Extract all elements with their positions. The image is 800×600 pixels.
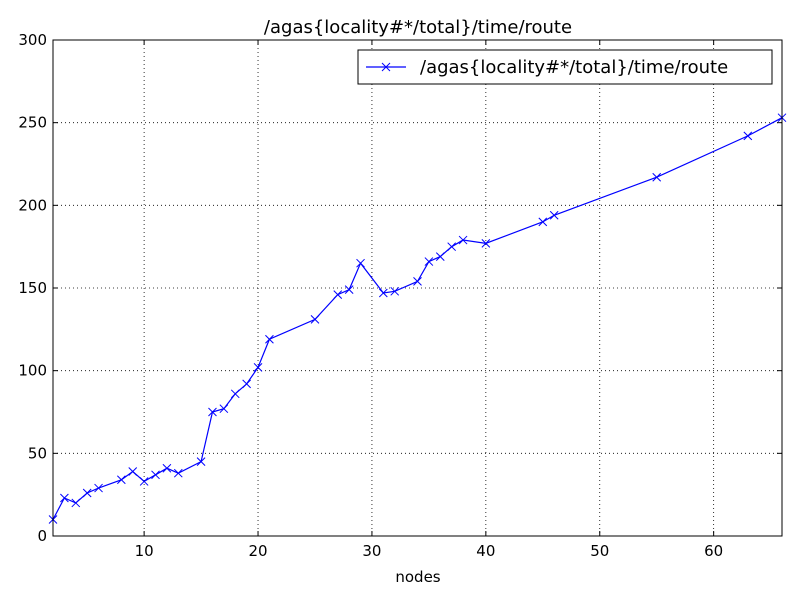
marker-stroke — [116, 475, 126, 485]
chart-title: /agas{locality#*/total}/time/route — [264, 17, 572, 38]
data-point-marker — [458, 235, 468, 245]
data-point-marker — [310, 315, 320, 324]
axis-ticks: 10 20 30 40 50 60 0 50 100 150 200 250 300 — [18, 31, 783, 560]
marker-stroke — [458, 235, 468, 245]
marker-stroke — [538, 217, 548, 227]
data-point-marker — [162, 463, 172, 473]
x-tick-label: 10 — [135, 542, 154, 560]
marker-stroke — [173, 468, 183, 478]
marker-stroke — [151, 470, 160, 480]
y-tick-label: 100 — [18, 362, 47, 380]
y-tick-label: 200 — [18, 196, 47, 214]
x-tick-label: 50 — [590, 542, 609, 560]
data-point-marker — [424, 257, 434, 266]
marker-stroke — [196, 457, 206, 466]
x-tick-label: 20 — [248, 542, 267, 560]
y-tick-label: 150 — [18, 279, 47, 297]
marker-stroke — [344, 285, 354, 295]
marker-stroke — [60, 493, 69, 503]
data-point-marker — [253, 363, 263, 372]
data-point-marker — [139, 477, 149, 486]
marker-stroke — [390, 286, 400, 296]
data-point-marker — [71, 498, 81, 508]
marker-stroke — [447, 242, 457, 252]
x-tick-label: 30 — [362, 542, 381, 560]
marker-stroke — [94, 483, 103, 493]
data-point-marker — [94, 483, 103, 493]
data-point-marker — [481, 239, 491, 248]
marker-stroke — [242, 379, 251, 389]
marker-stroke — [413, 277, 422, 286]
marker-stroke — [481, 239, 491, 248]
legend-marker-stroke — [381, 62, 391, 72]
marker-stroke — [82, 488, 92, 498]
data-point-marker — [538, 217, 548, 227]
marker-stroke — [310, 315, 320, 324]
y-tick-label: 0 — [37, 527, 47, 545]
data-point-marker — [60, 493, 69, 503]
data-point-marker — [196, 457, 206, 466]
data-point-marker — [116, 475, 126, 485]
legend-series-label: /agas{locality#*/total}/time/route — [420, 57, 728, 78]
data-point-marker — [356, 258, 365, 268]
data-point-marker — [333, 290, 343, 299]
data-point-marker — [128, 467, 138, 476]
data-point-marker — [265, 334, 274, 344]
x-tick-label: 60 — [704, 542, 723, 560]
data-point-marker — [413, 277, 422, 286]
marker-stroke — [265, 334, 274, 344]
grid — [53, 40, 782, 536]
marker-stroke — [219, 404, 229, 414]
legend-series-marker — [366, 62, 406, 72]
marker-stroke — [71, 498, 81, 508]
data-point-marker — [652, 172, 662, 182]
data-point-marker — [344, 285, 354, 295]
series-layer — [48, 113, 787, 524]
data-point-marker — [219, 404, 229, 414]
data-point-marker — [743, 131, 753, 141]
data-point-marker — [151, 470, 160, 480]
data-point-marker — [549, 210, 559, 220]
data-point-marker — [230, 389, 240, 399]
marker-stroke — [208, 407, 217, 417]
marker-stroke — [378, 288, 388, 298]
marker-stroke — [356, 258, 365, 268]
legend-box — [357, 49, 773, 85]
marker-stroke — [162, 463, 172, 473]
data-point-marker — [208, 407, 217, 417]
marker-stroke — [128, 467, 138, 476]
data-point-marker — [242, 379, 251, 389]
x-axis-label: nodes — [395, 568, 440, 586]
marker-stroke — [424, 257, 434, 266]
data-point-marker — [447, 242, 457, 252]
marker-stroke — [652, 172, 662, 182]
data-point-marker — [435, 252, 445, 261]
marker-stroke — [333, 290, 343, 299]
x-tick-label: 40 — [476, 542, 495, 560]
marker-stroke — [435, 252, 445, 261]
y-tick-label: 300 — [18, 31, 47, 49]
data-point-marker — [173, 468, 183, 478]
data-point-marker — [390, 286, 400, 296]
marker-stroke — [253, 363, 263, 372]
legend: /agas{locality#*/total}/time/route — [357, 49, 773, 85]
marker-stroke — [139, 477, 149, 486]
marker-stroke — [549, 210, 559, 220]
marker-stroke — [230, 389, 240, 399]
marker-stroke — [743, 131, 753, 141]
series-line — [52, 117, 783, 520]
data-point-marker — [82, 488, 92, 498]
data-point-marker — [378, 288, 388, 298]
y-tick-label: 50 — [28, 444, 47, 462]
y-tick-label: 250 — [18, 114, 47, 132]
